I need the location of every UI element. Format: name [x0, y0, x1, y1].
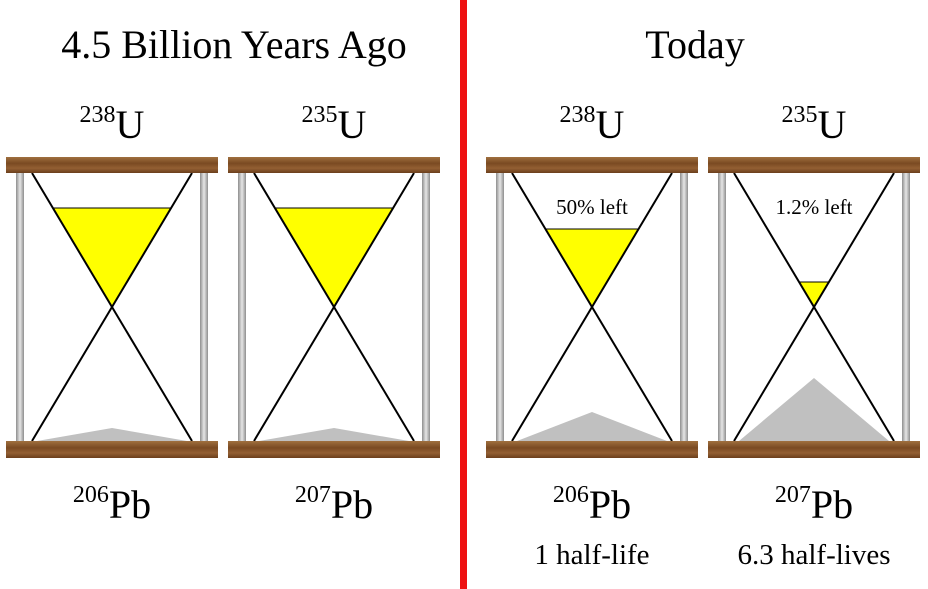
mass-number: 207 [775, 482, 811, 508]
frame-bottom [486, 441, 698, 458]
element-symbol: Pb [331, 482, 373, 527]
isotope-label: 238U [560, 102, 625, 147]
accumulated-sand [259, 428, 409, 441]
element-symbol: U [338, 102, 367, 147]
element-symbol: Pb [589, 482, 631, 527]
post [200, 173, 208, 441]
half-life-caption: 6.3 half-lives [737, 539, 890, 571]
isotope-label: 235U [782, 102, 847, 147]
post [680, 173, 688, 441]
element-symbol: U [818, 102, 847, 147]
divider [460, 0, 467, 589]
frame-bottom [228, 441, 440, 458]
post [16, 173, 24, 441]
accumulated-sand [517, 412, 667, 441]
element-symbol: U [596, 102, 625, 147]
accumulated-sand [739, 378, 889, 441]
post [496, 173, 504, 441]
frame-top [486, 157, 698, 173]
frame-top [6, 157, 218, 173]
remaining-sand [544, 228, 640, 308]
post [422, 173, 430, 441]
glass-edge [253, 172, 415, 442]
frame-top [708, 157, 920, 173]
remaining-sand [274, 207, 394, 308]
mass-number: 238 [560, 102, 596, 128]
accumulated-sand [37, 428, 187, 441]
half-life-caption: 1 half-life [534, 539, 649, 571]
isotope-label: 207Pb [775, 482, 853, 527]
frame-top [228, 157, 440, 173]
panel-title: Today [645, 22, 744, 67]
element-symbol: Pb [109, 482, 151, 527]
frame-bottom [6, 441, 218, 458]
element-symbol: Pb [811, 482, 853, 527]
mass-number: 207 [295, 482, 331, 508]
panel-title: 4.5 Billion Years Ago [61, 22, 407, 67]
mass-number: 206 [73, 482, 109, 508]
isotope-label: 238U [80, 102, 145, 147]
remaining-label: 1.2% left [776, 195, 853, 219]
post [238, 173, 246, 441]
mass-number: 235 [302, 102, 338, 128]
isotope-label: 206Pb [553, 482, 631, 527]
mass-number: 206 [553, 482, 589, 508]
glass-edge [511, 172, 673, 442]
mass-number: 238 [80, 102, 116, 128]
isotope-label: 206Pb [73, 482, 151, 527]
isotope-label: 235U [302, 102, 367, 147]
mass-number: 235 [782, 102, 818, 128]
post [718, 173, 726, 441]
remaining-label: 50% left [556, 195, 628, 219]
post [902, 173, 910, 441]
remaining-sand [52, 207, 172, 308]
remaining-sand [798, 281, 830, 308]
glass-edge [733, 172, 895, 442]
frame-bottom [708, 441, 920, 458]
isotope-label: 207Pb [295, 482, 373, 527]
glass-edge [31, 172, 193, 442]
element-symbol: U [116, 102, 145, 147]
